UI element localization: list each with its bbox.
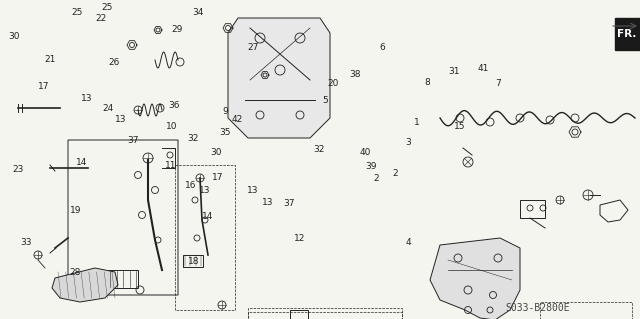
- Polygon shape: [52, 268, 118, 302]
- Text: 10: 10: [166, 122, 177, 131]
- Text: 13: 13: [199, 186, 211, 195]
- Text: 28: 28: [70, 268, 81, 277]
- Text: 32: 32: [188, 134, 199, 143]
- Text: 1: 1: [415, 118, 420, 127]
- Text: 13: 13: [262, 198, 273, 207]
- Text: 4: 4: [406, 238, 411, 247]
- Text: 25: 25: [102, 3, 113, 11]
- Text: 25: 25: [71, 8, 83, 17]
- Text: S033-B2800E: S033-B2800E: [505, 303, 570, 313]
- Polygon shape: [430, 238, 520, 319]
- Text: 30: 30: [8, 32, 20, 41]
- Bar: [520, 200, 545, 218]
- Text: 19: 19: [70, 206, 81, 215]
- Text: 13: 13: [115, 115, 126, 124]
- Text: 12: 12: [294, 234, 305, 243]
- Text: 41: 41: [477, 64, 489, 73]
- Text: 37: 37: [284, 199, 295, 208]
- Text: 18: 18: [188, 257, 199, 266]
- Text: 31: 31: [449, 67, 460, 76]
- Text: 11: 11: [164, 161, 176, 170]
- Text: 15: 15: [454, 122, 465, 131]
- Text: 29: 29: [171, 25, 182, 34]
- Text: 2: 2: [393, 169, 398, 178]
- Text: 21: 21: [44, 55, 56, 63]
- Text: 35: 35: [220, 128, 231, 137]
- Text: 14: 14: [76, 158, 88, 167]
- Text: FR.: FR.: [618, 29, 637, 39]
- Text: 8: 8: [425, 78, 430, 87]
- Bar: [108, 270, 138, 288]
- Bar: [248, 308, 402, 319]
- Text: 23: 23: [12, 165, 24, 174]
- Text: 17: 17: [38, 82, 49, 91]
- Text: 39: 39: [365, 162, 377, 171]
- Text: 27: 27: [247, 43, 259, 52]
- Text: 16: 16: [185, 181, 196, 189]
- Text: 40: 40: [359, 148, 371, 157]
- Text: 37: 37: [127, 136, 139, 145]
- Text: 3: 3: [406, 138, 411, 147]
- Text: 24: 24: [102, 104, 113, 113]
- Text: 17: 17: [212, 173, 223, 182]
- Text: 38: 38: [349, 70, 361, 79]
- Text: 7: 7: [495, 79, 500, 88]
- Bar: [175, 165, 235, 310]
- Text: 9: 9: [223, 107, 228, 115]
- Text: 20: 20: [327, 79, 339, 88]
- Bar: [290, 310, 308, 319]
- Text: 22: 22: [95, 14, 107, 23]
- Bar: [248, 312, 402, 319]
- Text: 13: 13: [81, 94, 92, 103]
- Bar: [540, 302, 632, 319]
- Text: 30: 30: [211, 148, 222, 157]
- Text: 36: 36: [168, 101, 180, 110]
- Text: 2: 2: [374, 174, 379, 182]
- Bar: [183, 255, 203, 267]
- Polygon shape: [228, 18, 330, 138]
- Text: 42: 42: [231, 115, 243, 124]
- Text: 32: 32: [313, 145, 324, 154]
- Text: 6: 6: [380, 43, 385, 52]
- Text: 5: 5: [323, 96, 328, 105]
- Text: 34: 34: [193, 8, 204, 17]
- Text: 13: 13: [247, 186, 259, 195]
- Polygon shape: [615, 18, 640, 50]
- Text: 33: 33: [20, 238, 31, 247]
- Text: 26: 26: [108, 58, 120, 67]
- Text: 14: 14: [202, 212, 214, 221]
